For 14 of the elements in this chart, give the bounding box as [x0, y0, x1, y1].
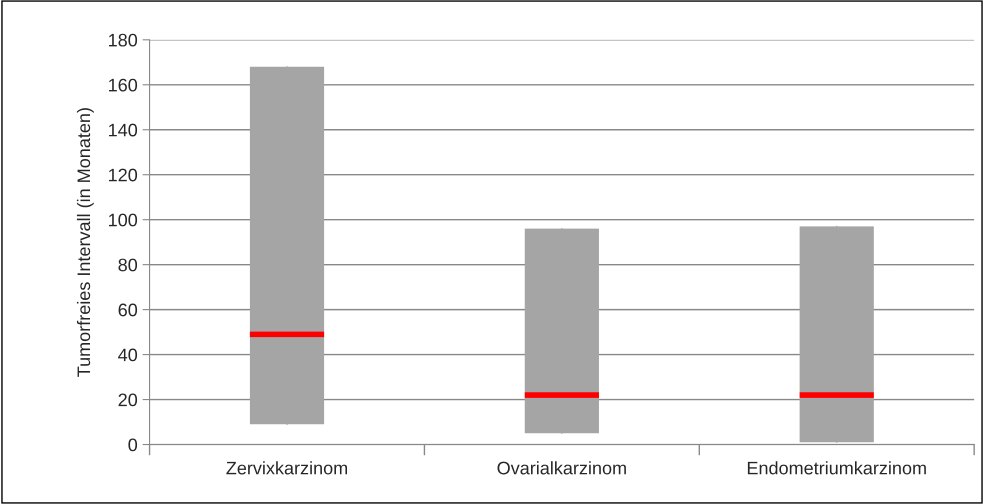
y-tick-label: 20 — [118, 393, 138, 406]
y-tick-label: 140 — [109, 124, 138, 136]
y-tick-label: 60 — [118, 304, 138, 316]
x-tick-label: Endometriumkarzinom — [748, 461, 926, 474]
y-tick-label: 160 — [109, 78, 138, 92]
y-axis-title: Tumorfreies Intervall (in Monaten) — [76, 108, 94, 377]
y-tick-label: 80 — [118, 258, 138, 272]
y-tick-label: 40 — [118, 348, 138, 362]
y-tick-label: 0 — [128, 438, 138, 452]
x-tick-label: Zervixkarzinom — [226, 461, 348, 474]
y-tick-label: 120 — [109, 168, 138, 182]
y-tick-label: 100 — [109, 214, 138, 226]
y-tick-label: 180 — [109, 34, 138, 47]
x-tick-label: Ovarialkarzinom — [498, 461, 626, 474]
